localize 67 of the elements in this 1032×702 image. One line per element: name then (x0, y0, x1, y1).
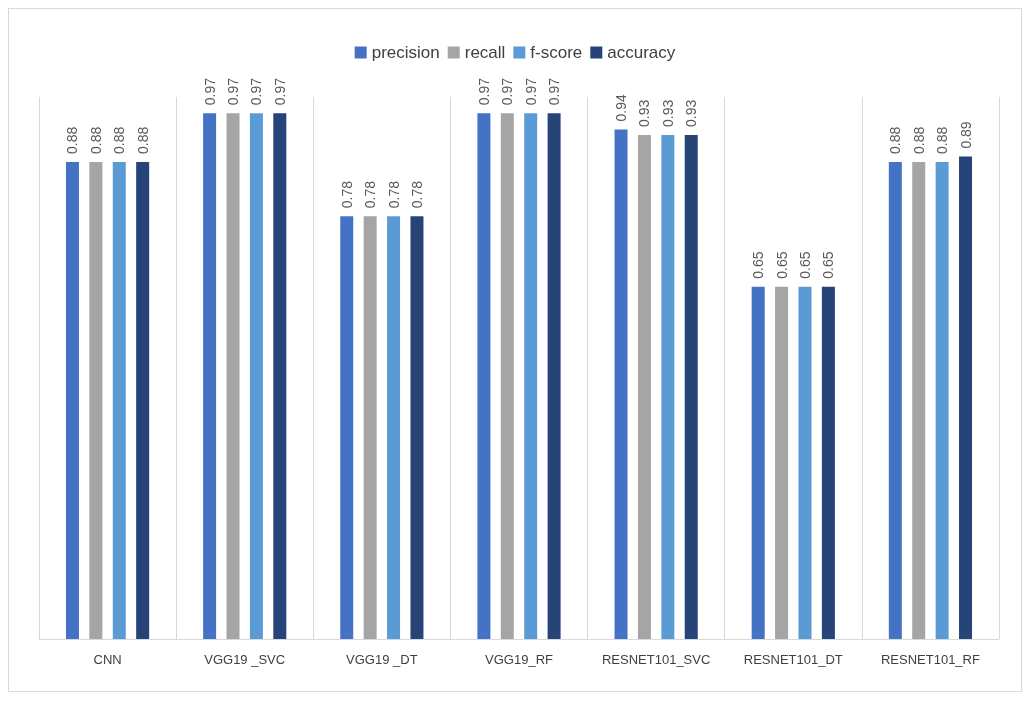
data-label: 0.78 (385, 180, 402, 209)
bar (410, 216, 424, 639)
data-label: 0.88 (934, 126, 951, 155)
data-label: 0.93 (659, 99, 676, 127)
data-label: 0.88 (134, 126, 151, 155)
data-label: 0.97 (271, 77, 288, 106)
bar (387, 216, 401, 639)
bar (935, 162, 949, 639)
bar (821, 286, 835, 639)
data-label: 0.97 (248, 77, 265, 106)
data-label: 0.93 (683, 99, 700, 127)
x-tick-label: VGG19 _SVC (204, 652, 286, 667)
bar (112, 162, 126, 639)
bar (249, 113, 263, 639)
x-tick-label: CNN (93, 652, 122, 667)
bar (888, 162, 902, 639)
data-label: 0.97 (201, 77, 218, 106)
x-tick-label: VGG19 _DT (346, 652, 418, 667)
legend-label: recall (464, 43, 506, 62)
bar (273, 113, 287, 639)
data-label: 0.78 (338, 180, 355, 209)
data-label: 0.89 (957, 121, 974, 149)
legend-label: accuracy (607, 43, 676, 62)
x-tick-label: RESNET101_SVC (601, 652, 711, 667)
bar (775, 286, 789, 639)
data-label: 0.88 (111, 126, 128, 155)
data-label: 0.97 (475, 77, 492, 106)
bar (637, 134, 651, 639)
data-label: 0.94 (613, 94, 630, 122)
bar (912, 162, 926, 639)
bar (500, 113, 514, 639)
bar (363, 216, 377, 639)
data-label: 0.93 (636, 99, 653, 127)
data-label: 0.65 (820, 251, 837, 279)
data-label: 0.88 (910, 126, 927, 155)
bar (136, 162, 150, 639)
data-label: 0.78 (362, 180, 379, 209)
bar (524, 113, 538, 639)
bar (477, 113, 491, 639)
data-label: 0.65 (773, 251, 790, 279)
bar (661, 134, 675, 639)
x-tick-label: VGG19_RF (485, 652, 554, 667)
data-label: 0.65 (750, 251, 767, 279)
x-tick-label: RESNET101_RF (880, 652, 980, 667)
data-label: 0.97 (225, 77, 242, 106)
data-label: 0.88 (887, 126, 904, 155)
bar (684, 134, 698, 639)
bar (751, 286, 765, 639)
bar (65, 162, 79, 639)
data-label: 0.88 (87, 126, 104, 155)
bar (614, 129, 628, 639)
bar (203, 113, 217, 639)
bar (798, 286, 812, 639)
legend-label: precision (371, 43, 440, 62)
x-tick-label: RESNET101_DT (743, 652, 843, 667)
data-label: 0.97 (522, 77, 539, 106)
data-label: 0.78 (408, 180, 425, 209)
legend-label: f-score (530, 43, 583, 62)
bar (226, 113, 240, 639)
bar (340, 216, 354, 639)
data-label: 0.65 (796, 251, 813, 279)
bar (89, 162, 103, 639)
data-label: 0.97 (499, 77, 516, 106)
bar (959, 156, 973, 639)
data-label: 0.88 (64, 126, 81, 155)
bar (547, 113, 561, 639)
data-label: 0.97 (546, 77, 563, 106)
